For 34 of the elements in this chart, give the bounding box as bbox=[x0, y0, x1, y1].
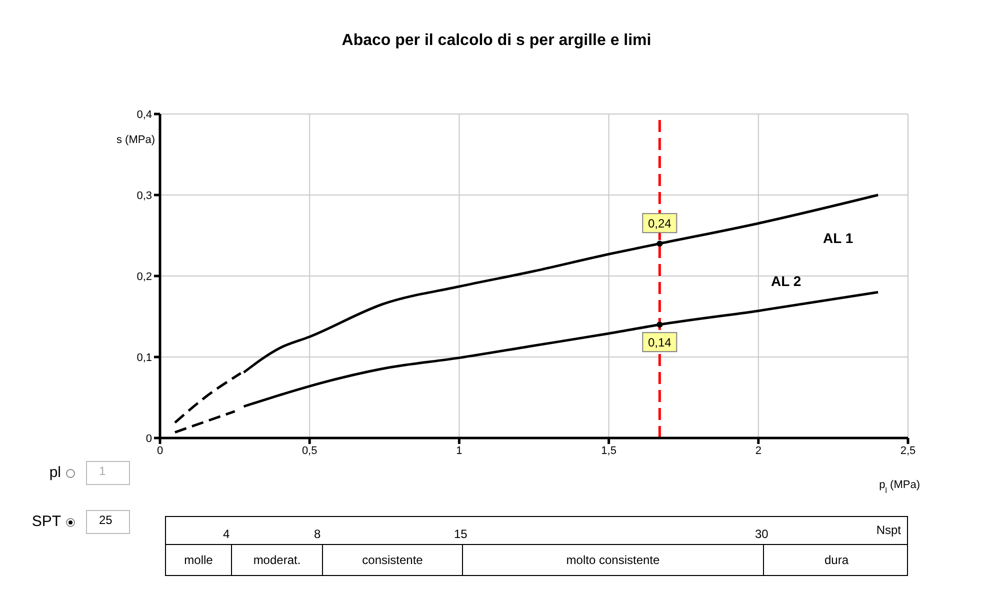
category-label: molle bbox=[183, 552, 214, 569]
text: 30 bbox=[755, 527, 768, 541]
x-tick-label: 0,5 bbox=[302, 444, 318, 457]
text: 15 bbox=[454, 527, 468, 541]
x-tick-label: 2 bbox=[755, 444, 762, 457]
y-tick-label: 0,3 bbox=[136, 190, 152, 202]
y-tick-label: 0 bbox=[146, 432, 152, 445]
x-tick-label: 0 bbox=[156, 444, 164, 457]
x-axis-title: p$_{l}$ (MPa) bbox=[879, 479, 920, 494]
text-field: 1 bbox=[86, 461, 130, 485]
y-axis-title: s (MPa) bbox=[116, 134, 155, 146]
line-series bbox=[242, 194, 880, 374]
annotation: 0,24 bbox=[648, 216, 672, 231]
category-label: consistente bbox=[322, 545, 462, 575]
text-field: 25 bbox=[86, 510, 130, 534]
text: 4 bbox=[223, 527, 230, 541]
category-label: molto consistente bbox=[462, 545, 763, 575]
x-tick-label: 2,5 bbox=[900, 444, 916, 457]
x-tick-label: 1 bbox=[456, 444, 462, 457]
y-tick-label: 0,2 bbox=[136, 270, 152, 283]
series-label: AL 1 bbox=[823, 230, 854, 246]
chart-title: Abaco per il calcolo di s per argille e limi bbox=[340, 32, 652, 50]
text: 8 bbox=[314, 527, 321, 541]
text: Nspt bbox=[876, 523, 901, 537]
category-label: moderat. bbox=[231, 545, 322, 575]
text: SPT bbox=[32, 513, 61, 530]
line-series bbox=[242, 290, 880, 408]
annotation: 0,14 bbox=[648, 336, 672, 350]
text: pl bbox=[49, 464, 61, 481]
category-label: dura bbox=[763, 545, 909, 575]
y-tick-label: 0,1 bbox=[136, 352, 152, 364]
y-tick-label: 0,4 bbox=[136, 108, 152, 121]
series-label: AL 2 bbox=[771, 273, 802, 290]
x-tick-label: 1,5 bbox=[601, 444, 616, 457]
